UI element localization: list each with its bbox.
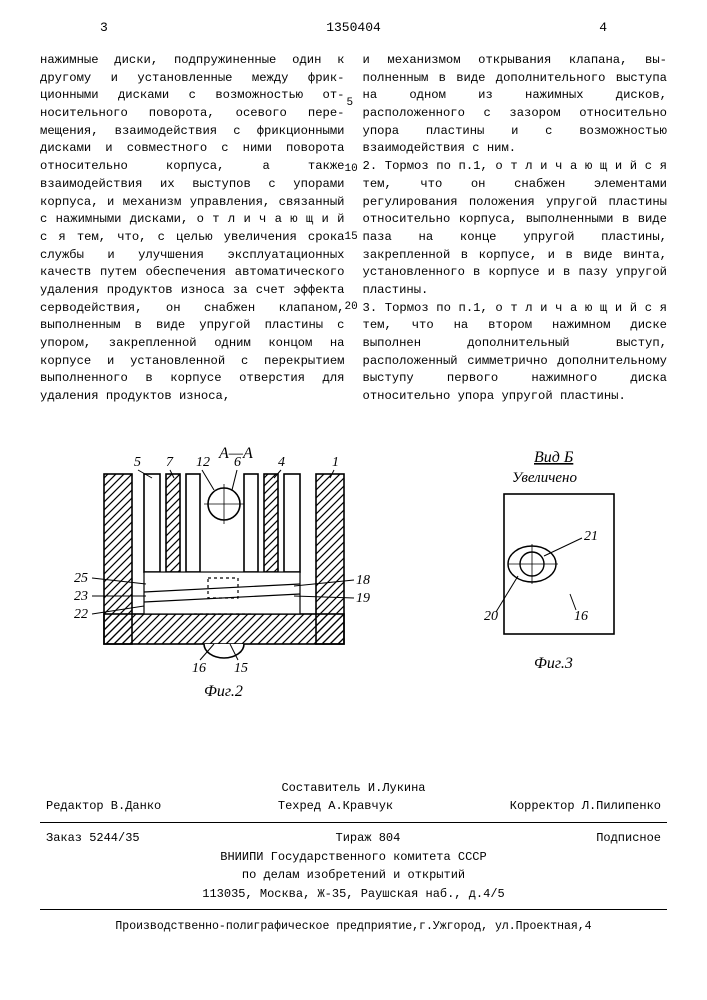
footer-compiler: Составитель И.Лукина: [40, 779, 667, 798]
column-right: 5 10 15 20 и механизмом открывания клапа…: [363, 52, 668, 406]
footer-tirazh: Тираж 804: [336, 829, 401, 848]
fig3-callout: 16: [574, 609, 588, 624]
line-marker: 5: [347, 96, 354, 112]
fig2-caption: Фиг.2: [204, 683, 243, 700]
line-marker: 20: [345, 300, 358, 316]
fig2-callout: 4: [278, 455, 285, 470]
column-left: нажимные диски, подпружиненные один к др…: [40, 52, 345, 406]
footer-block: Составитель И.Лукина Редактор В.Данко Те…: [40, 779, 667, 936]
fig2-callout: 23: [74, 589, 88, 604]
footer-credits-row: Редактор В.Данко Техред А.Кравчук Коррек…: [40, 797, 667, 816]
fig2-callout: 5: [134, 455, 141, 470]
footer-corrector: Корректор Л.Пилипенко: [510, 797, 661, 816]
page-number-left: 3: [100, 20, 108, 35]
line-marker: 15: [345, 230, 358, 246]
fig2-callout: 15: [234, 661, 248, 676]
page-header: 3 1350404 4: [40, 20, 667, 40]
page-number-right: 4: [599, 20, 607, 35]
footer-address: 113035, Москва, Ж-35, Раушская наб., д.4…: [40, 885, 667, 904]
fig3-title-top: Вид Б: [534, 449, 574, 466]
fig3-caption: Фиг.3: [534, 655, 573, 672]
fig2-callout: 12: [196, 455, 210, 470]
footer-org2: по делам изобретений и открытий: [40, 866, 667, 885]
fig2-callout: 6: [234, 455, 241, 470]
page-root: 3 1350404 4 нажимные диски, подпружиненн…: [0, 0, 707, 1000]
divider: [40, 822, 667, 823]
figures-svg: А—А: [44, 434, 664, 714]
fig2-callout: 1: [332, 455, 339, 470]
footer-order: Заказ 5244/35: [46, 829, 140, 848]
line-marker: 10: [345, 162, 358, 178]
figures-area: А—А: [40, 434, 667, 719]
footer-podpisnoe: Подписное: [596, 829, 661, 848]
footer-printer: Производственно-полиграфическое предприя…: [40, 918, 667, 936]
fig2-callout: 7: [166, 455, 174, 470]
fig3-callout: 21: [584, 529, 598, 544]
fig2-callout: 22: [74, 607, 88, 622]
footer-editor: Редактор В.Данко: [46, 797, 161, 816]
footer-print-row: Заказ 5244/35 Тираж 804 Подписное: [40, 829, 667, 848]
footer-org1: ВНИИПИ Государственного комитета СССР: [40, 848, 667, 867]
text-columns: нажимные диски, подпружиненные один к др…: [40, 52, 667, 406]
column-right-text: и механизмом открывания клапана, вы­полн…: [363, 53, 668, 403]
fig3-title-sub: Увеличено: [512, 470, 577, 486]
fig2-callout: 16: [192, 661, 206, 676]
document-number: 1350404: [326, 20, 381, 35]
footer-tech: Техред А.Кравчук: [278, 797, 393, 816]
fig2-callout: 18: [356, 573, 370, 588]
column-left-text: нажимные диски, подпружиненные один к др…: [40, 53, 345, 403]
fig2-callout: 19: [356, 591, 370, 606]
divider: [40, 909, 667, 910]
fig2-callout: 25: [74, 571, 88, 586]
